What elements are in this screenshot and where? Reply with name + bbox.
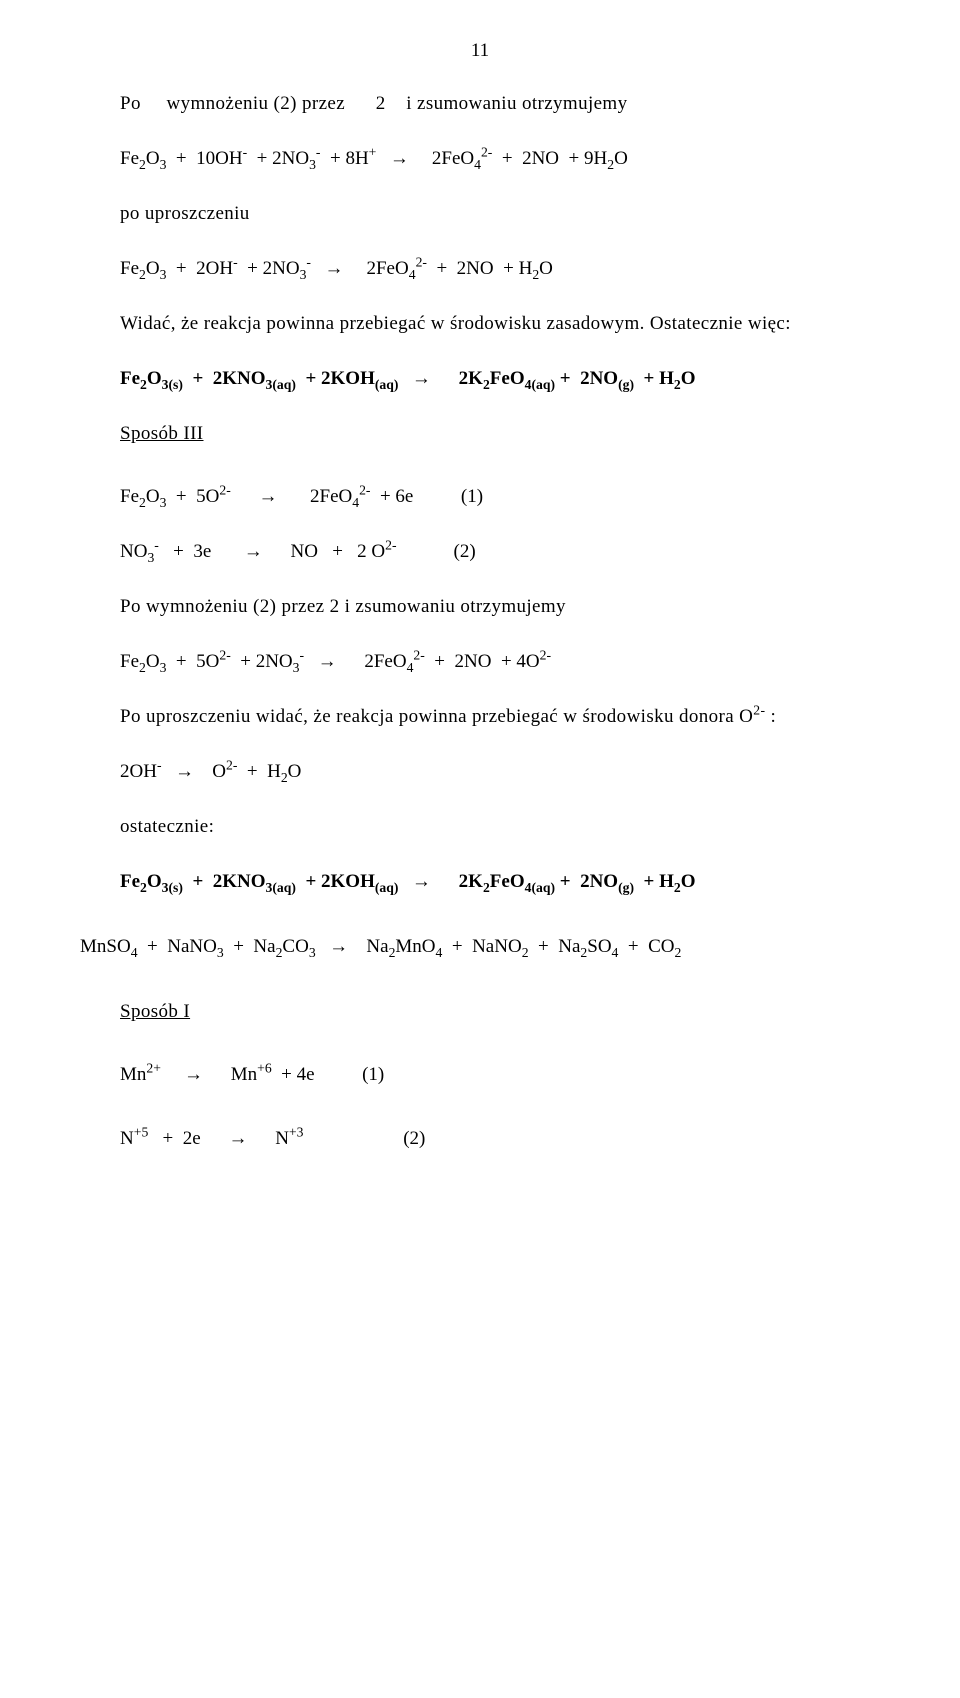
text-2: po uproszczeniu [120, 200, 840, 228]
arrow-icon: → [180, 1062, 207, 1089]
arrow-icon: → [325, 934, 352, 961]
heading-text: Sposób I [120, 1001, 190, 1022]
arrow-icon: → [314, 649, 341, 676]
equation-9: MnSO4 + NaNO3 + Na2CO3 → Na2MnO4 + NaNO2… [80, 934, 840, 961]
equation-6: Fe2O3 + 5O2- + 2NO3- → 2FeO42- + 2NO + 4… [120, 649, 840, 676]
txt: i zsumowaniu otrzymujemy [406, 93, 627, 114]
equation-3-bold: Fe2O3(s) + 2KNO3(aq) + 2KOH(aq) → 2K2FeO… [120, 366, 840, 393]
arrow-icon: → [320, 256, 347, 283]
text-3: Widać, że reakcja powinna przebiegać w ś… [120, 310, 840, 338]
line-1: Po wymnożeniu (2) przez 2 i zsumowaniu o… [120, 90, 840, 118]
equation-4: Fe2O3 + 5O2- → 2FeO42- + 6e (1) [120, 484, 840, 511]
equation-8-bold: Fe2O3(s) + 2KNO3(aq) + 2KOH(aq) → 2K2FeO… [120, 869, 840, 896]
equation-11: N+5 + 2e → N+3 (2) [120, 1126, 840, 1153]
txt: Po [120, 93, 141, 114]
arrow-icon: → [408, 869, 435, 896]
arrow-icon: → [255, 484, 282, 511]
equation-1: Fe2O3 + 10OH- + 2NO3- + 8H+ → 2FeO42- + … [120, 146, 840, 173]
eq-number: (2) [454, 541, 476, 562]
text-5: Po uproszczeniu widać, że reakcja powinn… [120, 703, 840, 731]
text-4: Po wymnożeniu (2) przez 2 i zsumowaniu o… [120, 593, 840, 621]
page-number: 11 [471, 40, 489, 62]
arrow-icon: → [171, 759, 198, 786]
text-6: ostatecznie: [120, 813, 840, 841]
heading-text: Sposób III [120, 423, 204, 444]
arrow-icon: → [240, 539, 267, 566]
sposob-3-heading: Sposób III [120, 420, 840, 448]
arrow-icon: → [386, 146, 413, 173]
equation-7: 2OH- → O2- + H2O [120, 759, 840, 786]
eq-number: (1) [362, 1064, 384, 1085]
equation-2: Fe2O3 + 2OH- + 2NO3- → 2FeO42- + 2NO + H… [120, 256, 840, 283]
sposob-1-heading: Sposób I [120, 998, 840, 1026]
arrow-icon: → [408, 366, 435, 393]
eq-number: (2) [403, 1128, 425, 1149]
eq-number: (1) [461, 486, 483, 507]
txt: 2 [376, 93, 386, 114]
equation-10: Mn2+ → Mn+6 + 4e (1) [120, 1062, 840, 1089]
arrow-icon: → [224, 1126, 251, 1153]
txt: wymnożeniu (2) przez [166, 93, 345, 114]
equation-5: NO3- + 3e → NO + 2 O2- (2) [120, 539, 840, 566]
